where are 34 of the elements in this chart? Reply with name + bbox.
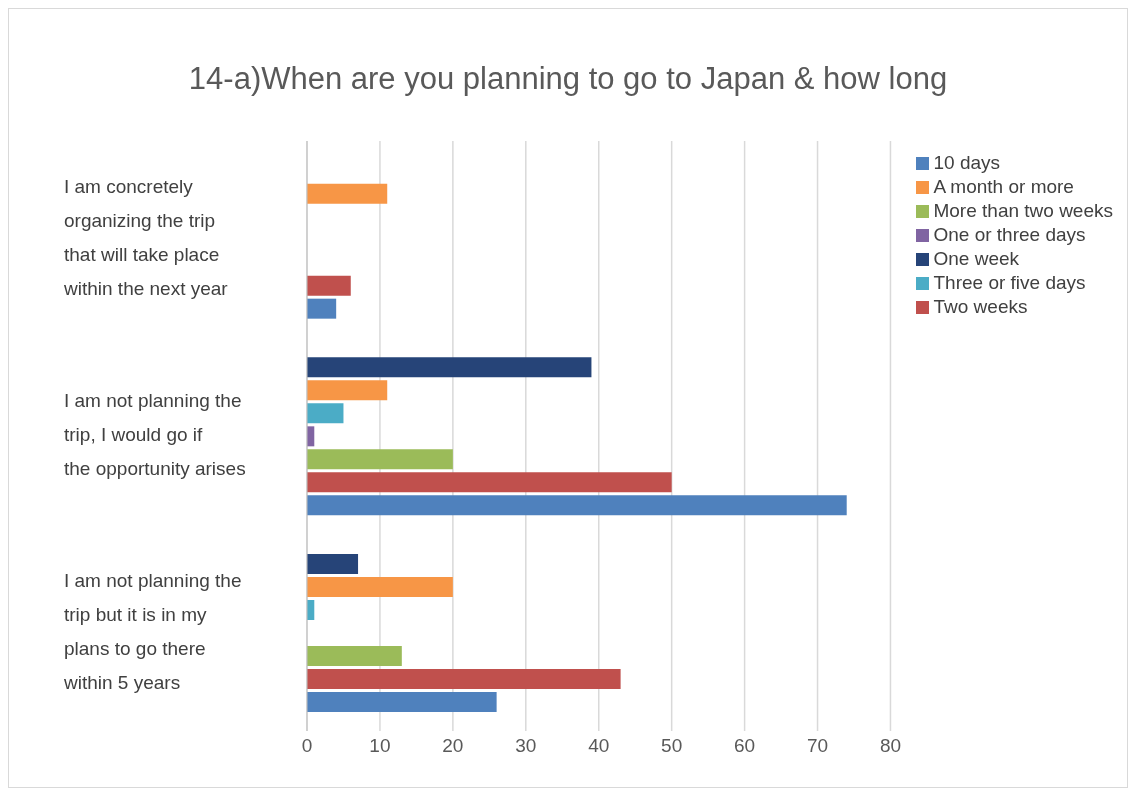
bar xyxy=(307,646,402,666)
x-tick-label: 80 xyxy=(879,735,902,757)
x-tick-label: 70 xyxy=(806,735,829,757)
bar xyxy=(307,495,847,516)
bar xyxy=(307,577,453,597)
chart-title: 14-a)When are you planning to go to Japan & how long xyxy=(187,60,949,98)
x-tick-label: 0 xyxy=(301,735,313,757)
x-tick-label: 40 xyxy=(588,735,610,757)
y-tick-label: I am concretely organizing the trip that will take place within the next year xyxy=(63,176,229,300)
x-tick-label: 60 xyxy=(734,735,756,757)
x-tick-label: 30 xyxy=(515,735,537,757)
bar xyxy=(307,554,359,574)
bar xyxy=(307,357,592,378)
legend-label: A month or more xyxy=(933,176,1074,197)
y-tick-label: I am not planning the trip, I would go if the opportunity arises xyxy=(64,390,246,480)
bar xyxy=(307,298,337,319)
legend-label: 10 days xyxy=(933,152,1001,173)
y-tick-label: I am not planning the trip but it is in my plans to go there within 5 years xyxy=(63,569,242,693)
x-tick-label: 50 xyxy=(661,735,683,757)
bar xyxy=(307,403,344,424)
x-tick-label: 20 xyxy=(442,735,464,757)
bar xyxy=(307,669,621,689)
bar xyxy=(307,183,388,204)
bar xyxy=(307,275,351,296)
x-tick-label: 10 xyxy=(369,735,391,757)
legend-label: One or three days xyxy=(933,224,1086,245)
bar xyxy=(307,449,453,470)
legend-label: Two weeks xyxy=(933,296,1028,317)
bar xyxy=(307,692,497,712)
legend-label: More than two weeks xyxy=(933,200,1113,221)
bar xyxy=(307,472,672,493)
legend-label: Three or five days xyxy=(933,272,1086,293)
bar xyxy=(307,380,388,401)
legend-label: One week xyxy=(933,248,1020,269)
